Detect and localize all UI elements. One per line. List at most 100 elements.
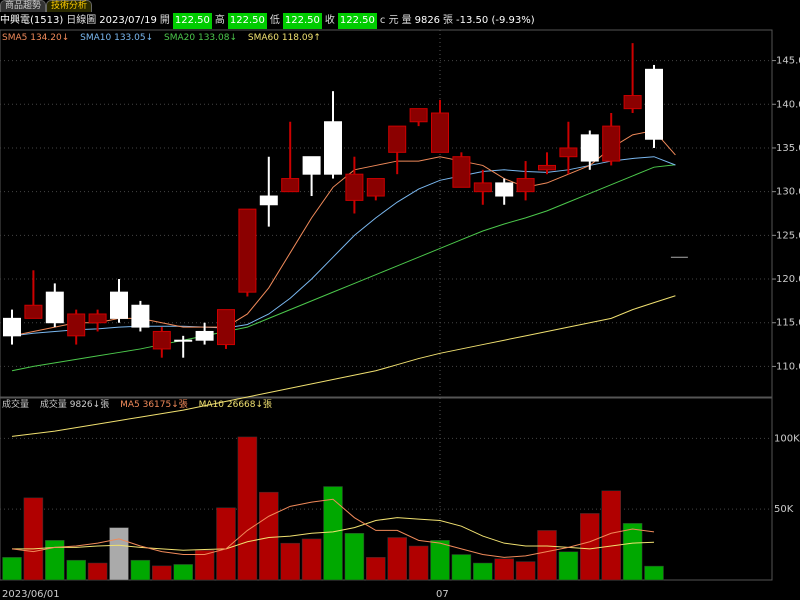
- volume-bar: [66, 559, 86, 581]
- volume-bar: [23, 497, 44, 581]
- candle-body: [602, 125, 621, 162]
- sma10-line: [11, 156, 676, 337]
- volume-ma10-line: [12, 517, 655, 551]
- low-label: 低: [269, 15, 280, 26]
- volume-bar: [87, 562, 108, 581]
- candle-body: [366, 178, 385, 197]
- volume-bar: [323, 486, 343, 581]
- volume-bar: [515, 561, 536, 581]
- volume-bar: [130, 559, 151, 581]
- volume-bar: [344, 533, 365, 581]
- vol-title-legend: 成交量: [2, 400, 30, 410]
- candle-body: [580, 134, 599, 162]
- quote-date: 2023/07/19: [99, 15, 157, 26]
- close-value: 122.50: [337, 13, 377, 29]
- volume-bar: [109, 527, 129, 581]
- volume-bar: [387, 537, 407, 581]
- candle-body: [302, 156, 321, 175]
- candle-body: [538, 164, 556, 171]
- volume-bar: [194, 550, 215, 581]
- candle-body: [388, 125, 407, 153]
- volume-unit: 張: [443, 15, 454, 26]
- tab-product-trend[interactable]: 商品趨勢: [0, 0, 47, 12]
- volume-ma5-line: [11, 498, 655, 558]
- period-label[interactable]: 日線圖: [66, 15, 97, 26]
- candle-body: [324, 121, 342, 175]
- volume-bar: [451, 554, 472, 581]
- unit-label: c 元: [379, 15, 399, 26]
- x-tick-label: 2023/06/01: [2, 589, 60, 600]
- volume-bar: [494, 558, 514, 581]
- volume-bar: [622, 523, 643, 581]
- volume-tick-label: 100K: [774, 433, 800, 444]
- volume-bar: [408, 545, 429, 581]
- ma-legend: SMA5 134.20↓ SMA10 133.05↓ SMA20 133.08↓…: [2, 32, 329, 44]
- price-tick-label: 140.0: [776, 99, 800, 110]
- open-label: 開: [159, 15, 170, 26]
- candle-body: [281, 178, 300, 193]
- volume-bar: [259, 491, 279, 581]
- volume-value: 9826: [414, 15, 441, 26]
- volume-bar: [2, 557, 22, 581]
- price-tick-label: 120.0: [776, 274, 800, 285]
- x-tick-label: 07: [436, 589, 449, 600]
- candle-body: [217, 309, 235, 346]
- low-value: 122.50: [282, 13, 322, 29]
- candle-body: [259, 195, 278, 206]
- volume-bar: [237, 436, 258, 581]
- volume-label: 量: [401, 15, 412, 26]
- candle-body: [67, 313, 86, 337]
- candle-body: [473, 182, 492, 193]
- tab-bar: 商品趨勢 技術分析: [0, 0, 93, 12]
- sma60-line: [11, 295, 676, 437]
- candle-body: [131, 304, 150, 328]
- candle-body: [452, 156, 471, 188]
- sma10-legend: SMA10 133.05↓: [80, 33, 154, 43]
- candle-body: [3, 317, 21, 337]
- volume-bar: [580, 513, 600, 581]
- price-panel-frame: [0, 29, 773, 398]
- price-change: -13.50 (-9.93%): [456, 15, 535, 26]
- volume-bar: [152, 565, 172, 581]
- sma20-line: [11, 164, 676, 372]
- candle-body: [45, 291, 64, 324]
- volume-bar: [644, 565, 664, 581]
- price-tick-label: 115.0: [776, 318, 800, 329]
- volume-bar: [558, 551, 579, 581]
- volume-bar: [473, 562, 493, 581]
- volume-bar: [280, 542, 300, 581]
- symbol-name[interactable]: 中興電(1513): [0, 15, 64, 26]
- volume-bar: [301, 538, 322, 581]
- candle-body: [516, 178, 535, 193]
- open-value: 122.50: [172, 13, 212, 29]
- candle-body: [623, 95, 642, 110]
- volume-bar: [601, 490, 621, 581]
- price-tick-label: 135.0: [776, 143, 800, 154]
- candle-body: [24, 304, 43, 319]
- candle-body: [195, 330, 214, 341]
- candle-body: [174, 339, 193, 342]
- candle-body: [88, 313, 107, 324]
- candle-body: [110, 291, 128, 319]
- candle-body: [495, 182, 514, 197]
- candle-body: [345, 173, 364, 201]
- volume-bar: [430, 540, 450, 581]
- volume-bar: [216, 507, 236, 581]
- price-tick-label: 125.0: [776, 230, 800, 241]
- volume-legend: 成交量 成交量 9826↓張 MA5 36175↓張 MA10 26668↓張: [2, 399, 280, 411]
- price-tick-label: 110.0: [776, 361, 800, 372]
- sma5-legend: SMA5 134.20↓: [2, 33, 70, 43]
- price-tick-label: 145.0: [776, 56, 800, 67]
- high-value: 122.50: [227, 13, 267, 29]
- candle-body: [645, 68, 663, 140]
- close-label: 收: [324, 15, 335, 26]
- candle-body: [559, 147, 578, 158]
- price-tick-label: 130.0: [776, 187, 800, 198]
- vol-ma5-legend: MA5 36175↓張: [120, 400, 188, 410]
- volume-panel-frame: [0, 397, 773, 581]
- tab-technical-analysis[interactable]: 技術分析: [46, 0, 93, 12]
- candle-body: [152, 330, 171, 350]
- sma20-legend: SMA20 133.08↓: [164, 33, 238, 43]
- vol-value-legend: 成交量 9826↓張: [39, 400, 110, 410]
